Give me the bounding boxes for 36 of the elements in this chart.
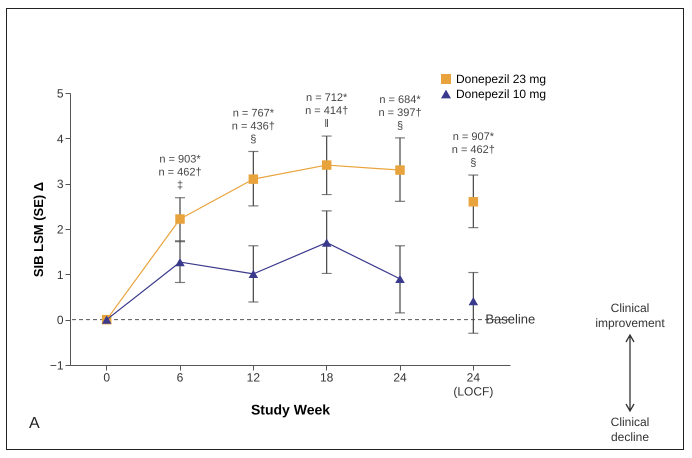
point (468, 296, 478, 306)
x-tick-label: 0 (103, 370, 110, 384)
x-tick-label: 6 (176, 370, 184, 384)
legend-label: Donepezil 23 mg (456, 72, 546, 86)
y-tick-label: 0 (56, 313, 64, 328)
y-tick-label: 5 (56, 86, 64, 100)
x-tick-label: 12 (246, 370, 260, 384)
y-tick-label: 2 (56, 222, 64, 236)
annotation: n = 684* n = 397† § (378, 94, 422, 132)
y-tick-label: 3 (56, 177, 64, 192)
text: Clinical improvement (594, 301, 666, 331)
legend-label: Donepezil 10 mg (456, 87, 546, 101)
point (468, 197, 478, 207)
point (175, 258, 185, 266)
point (322, 238, 332, 247)
x-tick-label: 24 (LOCF) (453, 370, 494, 398)
point (395, 274, 405, 283)
annotation: n = 712* n = 414† ‖ (305, 92, 348, 130)
y-axis-title: SIB LSM (SE) Δ (30, 182, 46, 278)
y-tick-label: 4 (56, 132, 64, 146)
x-axis-title: Study Week (250, 402, 330, 418)
annotation: n = 767* n = 436† § (232, 107, 275, 146)
annotation: n = 907* n = 462† § (452, 131, 495, 170)
point (175, 214, 185, 224)
text: A (29, 415, 40, 433)
ref-line-label: Baseline (485, 312, 536, 327)
point (248, 174, 258, 184)
y-tick-label: −1 (50, 358, 64, 372)
point (322, 160, 332, 170)
x-tick-label: 18 (320, 370, 334, 384)
point (395, 165, 405, 175)
point (248, 270, 258, 278)
text: Clinical decline (610, 415, 650, 445)
x-tick-label: 24 (393, 370, 407, 384)
annotation: n = 903* n = 462† ‡ (158, 154, 202, 192)
y-tick-label: 1 (56, 268, 64, 282)
